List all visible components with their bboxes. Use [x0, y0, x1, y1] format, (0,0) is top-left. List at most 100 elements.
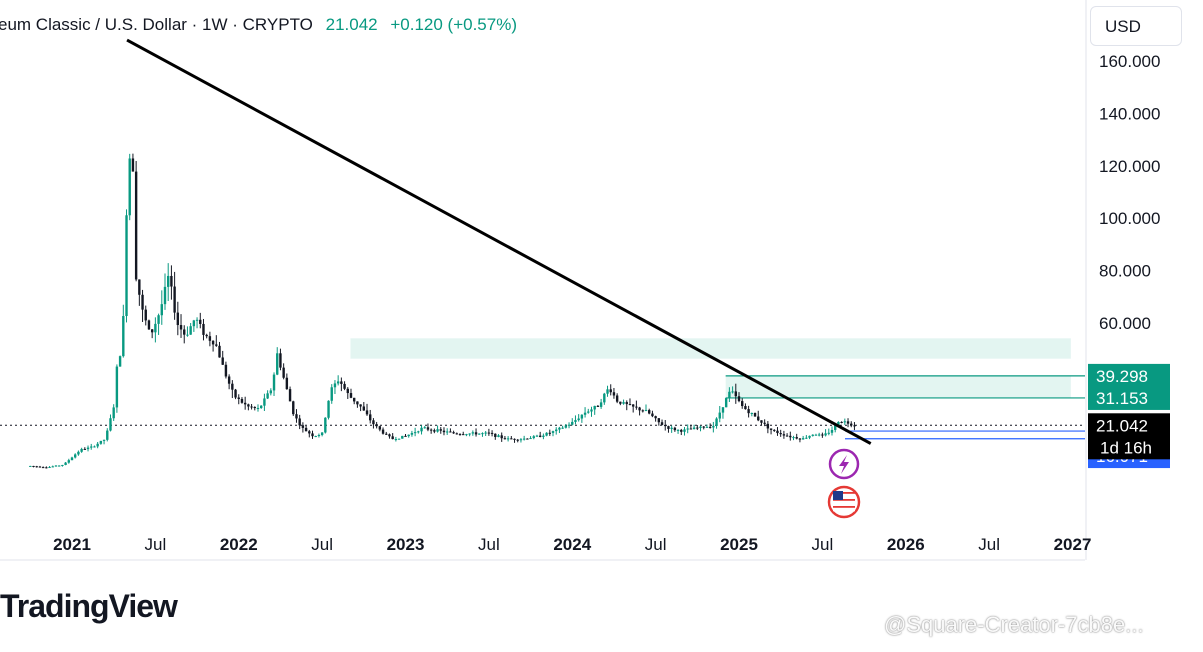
candle	[577, 418, 580, 421]
candle	[122, 316, 125, 357]
candle	[352, 397, 356, 402]
candle	[798, 438, 802, 440]
candle	[170, 275, 173, 287]
candle	[288, 389, 292, 402]
candle	[590, 409, 593, 412]
candle	[423, 427, 426, 429]
candle	[346, 388, 349, 394]
x-tick-label: Jul	[145, 535, 167, 554]
candle	[705, 426, 709, 428]
us-flag-icon[interactable]	[827, 485, 861, 519]
candle	[144, 309, 147, 321]
x-tick-label: 2026	[887, 535, 925, 554]
candle	[157, 315, 160, 324]
candle	[215, 344, 218, 346]
candle	[532, 436, 535, 439]
candle	[192, 320, 196, 327]
candle	[385, 433, 388, 435]
candle	[388, 434, 391, 437]
candle	[401, 435, 404, 439]
candle	[529, 438, 532, 440]
candle	[394, 439, 398, 441]
candle	[433, 430, 436, 432]
candle	[741, 401, 744, 407]
candle	[801, 438, 805, 440]
candle	[692, 427, 696, 430]
candle	[827, 432, 830, 434]
x-tick-label: Jul	[812, 535, 834, 554]
candle	[462, 434, 465, 436]
candle	[808, 435, 811, 438]
candle	[253, 407, 256, 409]
candle	[676, 429, 680, 431]
candle	[503, 438, 507, 440]
x-tick-label: 2024	[553, 535, 591, 554]
candle	[80, 448, 83, 452]
candle	[542, 435, 545, 437]
candle	[349, 393, 353, 398]
trendline	[126, 38, 872, 445]
candle	[333, 383, 337, 388]
candle	[397, 438, 401, 440]
candle	[494, 433, 497, 437]
candle	[41, 467, 45, 469]
lightning-icon[interactable]	[828, 448, 860, 480]
candle	[625, 402, 628, 405]
candle	[417, 431, 420, 433]
candle	[853, 425, 856, 427]
candle	[311, 433, 314, 437]
candle	[208, 336, 212, 341]
candle	[176, 312, 180, 326]
candle	[266, 393, 269, 399]
candle	[564, 425, 568, 428]
candle	[227, 376, 231, 384]
candle	[83, 448, 87, 450]
candle	[458, 434, 462, 436]
candle	[660, 422, 664, 425]
candle	[680, 429, 683, 432]
candle	[817, 434, 821, 436]
candle	[737, 396, 741, 402]
candle	[622, 402, 625, 404]
candle	[282, 367, 285, 378]
candle	[186, 334, 189, 336]
candle	[455, 433, 459, 435]
candle	[545, 432, 548, 436]
candle	[86, 447, 90, 450]
candle	[301, 425, 305, 428]
candle	[561, 427, 564, 429]
candle	[247, 404, 250, 407]
candle	[724, 398, 728, 408]
candle	[308, 431, 311, 434]
currency-button[interactable]: USD	[1090, 6, 1182, 46]
candle	[644, 410, 648, 412]
x-tick-label: 2021	[53, 535, 91, 554]
candle	[179, 325, 183, 330]
x-tick-label: Jul	[978, 535, 1000, 554]
candle	[567, 424, 571, 426]
candle	[670, 427, 673, 429]
candle	[715, 418, 718, 426]
candle	[744, 406, 747, 410]
candle	[769, 428, 773, 430]
zone-2	[725, 375, 1071, 398]
candle	[109, 418, 112, 431]
candle	[106, 430, 109, 440]
candle	[673, 427, 677, 431]
candle	[391, 436, 394, 440]
candle	[712, 425, 715, 428]
candle	[272, 374, 276, 391]
candle	[131, 158, 135, 172]
candle	[638, 407, 641, 411]
candle	[689, 428, 693, 430]
candle	[664, 424, 667, 427]
candle	[571, 421, 574, 425]
candle	[147, 320, 151, 330]
candle	[112, 407, 115, 419]
candle	[474, 432, 478, 435]
level-tag-2: 31.153	[1096, 389, 1148, 408]
candle	[753, 412, 757, 417]
level-tag-2-bg	[1088, 385, 1170, 410]
candle	[731, 391, 734, 393]
